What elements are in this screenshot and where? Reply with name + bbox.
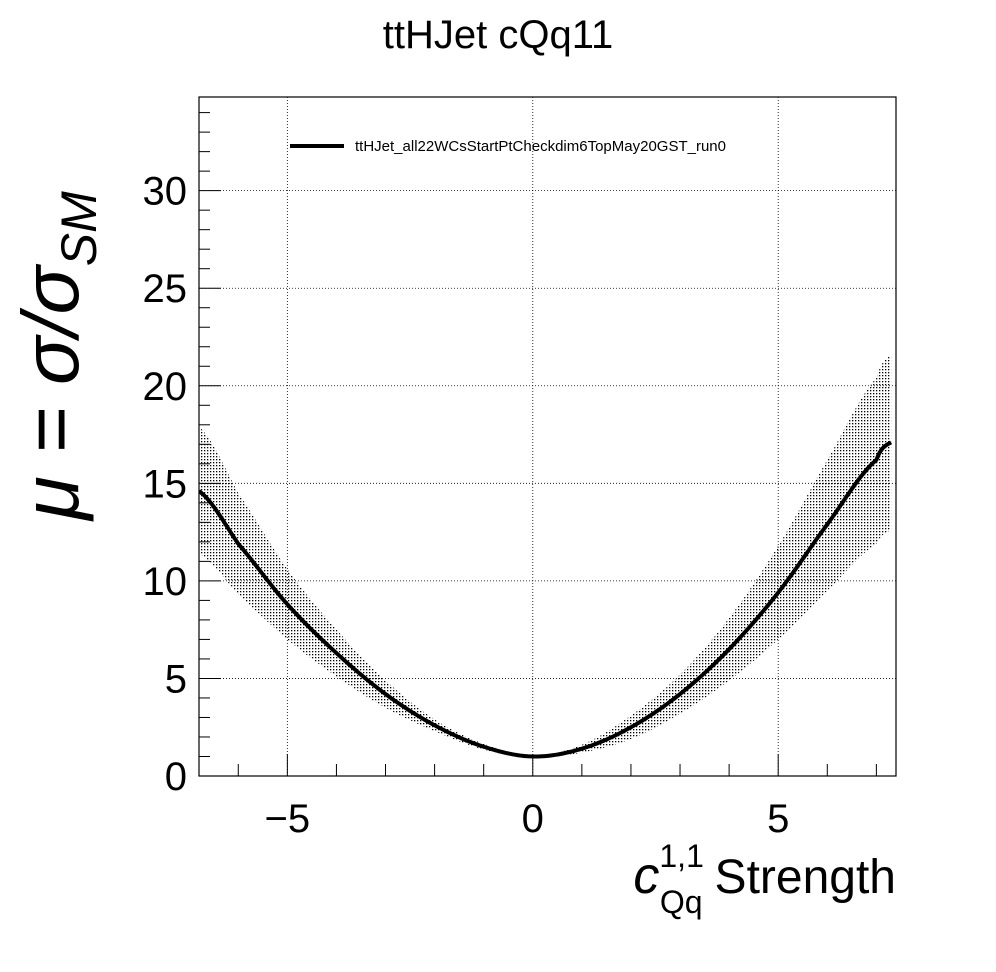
y-tick-label: 20 bbox=[143, 365, 188, 409]
series-line bbox=[199, 440, 893, 759]
x-axis-label-sup: 1,1 bbox=[659, 838, 703, 874]
x-axis-label-suffix: Strength bbox=[715, 851, 896, 904]
y-axis-label: μ = σ/σSM bbox=[6, 191, 107, 522]
y-axis-label-main: μ = σ/σ bbox=[6, 264, 95, 522]
x-axis-label-sub: Qq bbox=[660, 884, 703, 920]
y-tick-label: 25 bbox=[143, 267, 188, 311]
x-axis-label-main: c bbox=[633, 847, 659, 905]
plot-frame bbox=[198, 96, 897, 777]
legend-label: ttHJet_all22WCsStartPtCheckdim6TopMay20G… bbox=[355, 138, 726, 155]
x-tick-label: −5 bbox=[265, 797, 311, 841]
uncertainty-band bbox=[199, 354, 892, 758]
x-axis-label: c1,1 Qq Strength bbox=[633, 838, 896, 920]
y-tick-label: 5 bbox=[165, 657, 187, 701]
x-tick-label: 0 bbox=[522, 797, 544, 841]
grid bbox=[199, 97, 896, 776]
x-tick-label: 5 bbox=[767, 797, 789, 841]
chart-title: ttHJet cQq11 bbox=[383, 13, 613, 57]
tick-labels: −5 0 5 0 5 10 15 20 25 30 bbox=[143, 170, 790, 841]
y-tick-label: 0 bbox=[165, 755, 187, 799]
y-tick-label: 10 bbox=[143, 560, 188, 604]
y-tick-label: 30 bbox=[143, 170, 188, 214]
y-axis-label-sub: SM bbox=[51, 191, 107, 266]
y-tick-label: 15 bbox=[143, 462, 188, 506]
axis-ticks bbox=[199, 112, 877, 777]
